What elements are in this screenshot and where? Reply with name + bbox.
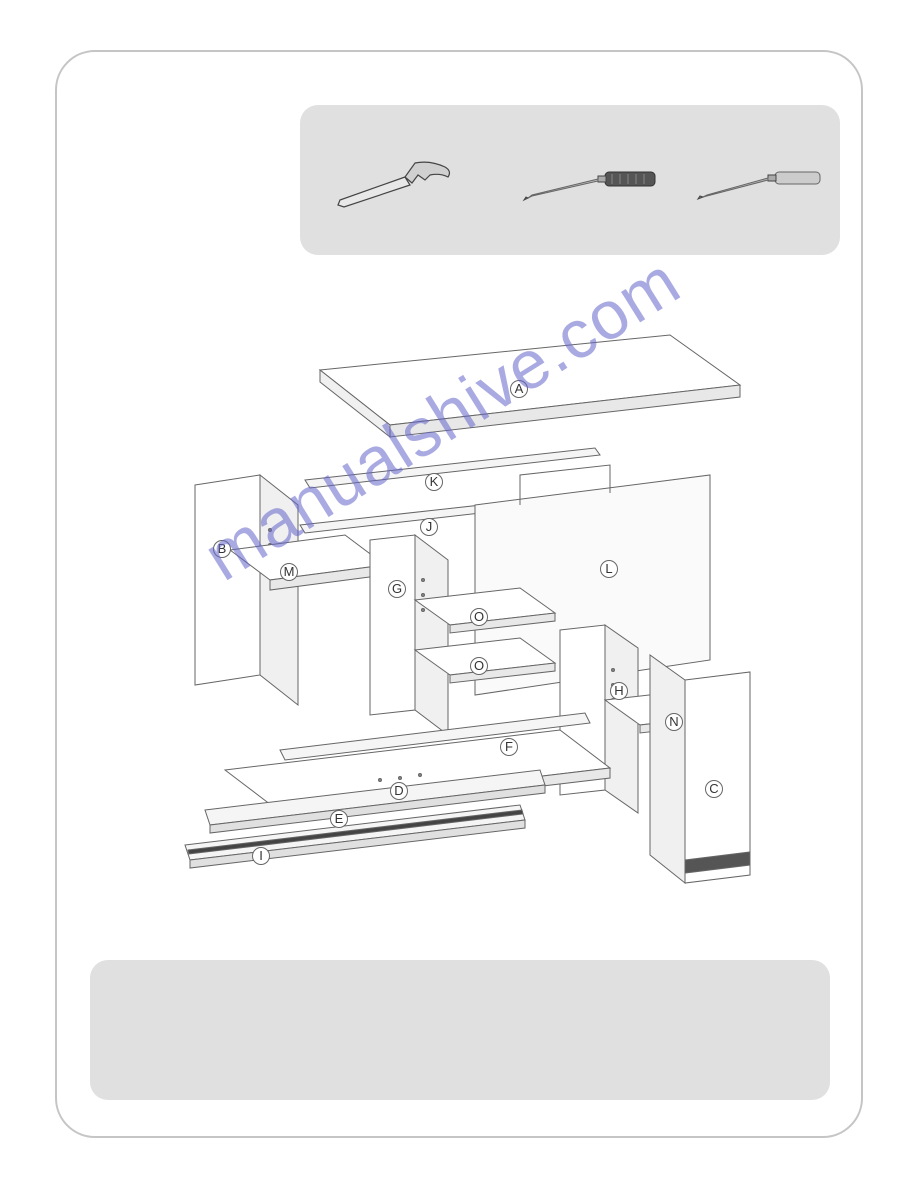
phillips-screwdriver-icon [520, 160, 660, 210]
part-label-l: L [600, 560, 618, 578]
tools-panel [300, 105, 840, 255]
part-label-f: F [500, 738, 518, 756]
part-label-h: H [610, 682, 628, 700]
bottom-panel [90, 960, 830, 1100]
part-label-a: A [510, 380, 528, 398]
part-label-c: C [705, 780, 723, 798]
part-label-k: K [425, 473, 443, 491]
part-label-o: O [470, 608, 488, 626]
part-label-n: N [665, 713, 683, 731]
part-label-b: B [213, 540, 231, 558]
part-label-o: O [470, 657, 488, 675]
part-label-d: D [390, 782, 408, 800]
flathead-screwdriver-icon [695, 160, 825, 210]
part-label-i: I [252, 847, 270, 865]
exploded-diagram: A B C D E F G H I J K L M N O O [140, 330, 780, 930]
part-label-g: G [388, 580, 406, 598]
part-label-m: M [280, 563, 298, 581]
part-label-e: E [330, 810, 348, 828]
part-label-j: J [420, 518, 438, 536]
hammer-icon [330, 155, 460, 215]
